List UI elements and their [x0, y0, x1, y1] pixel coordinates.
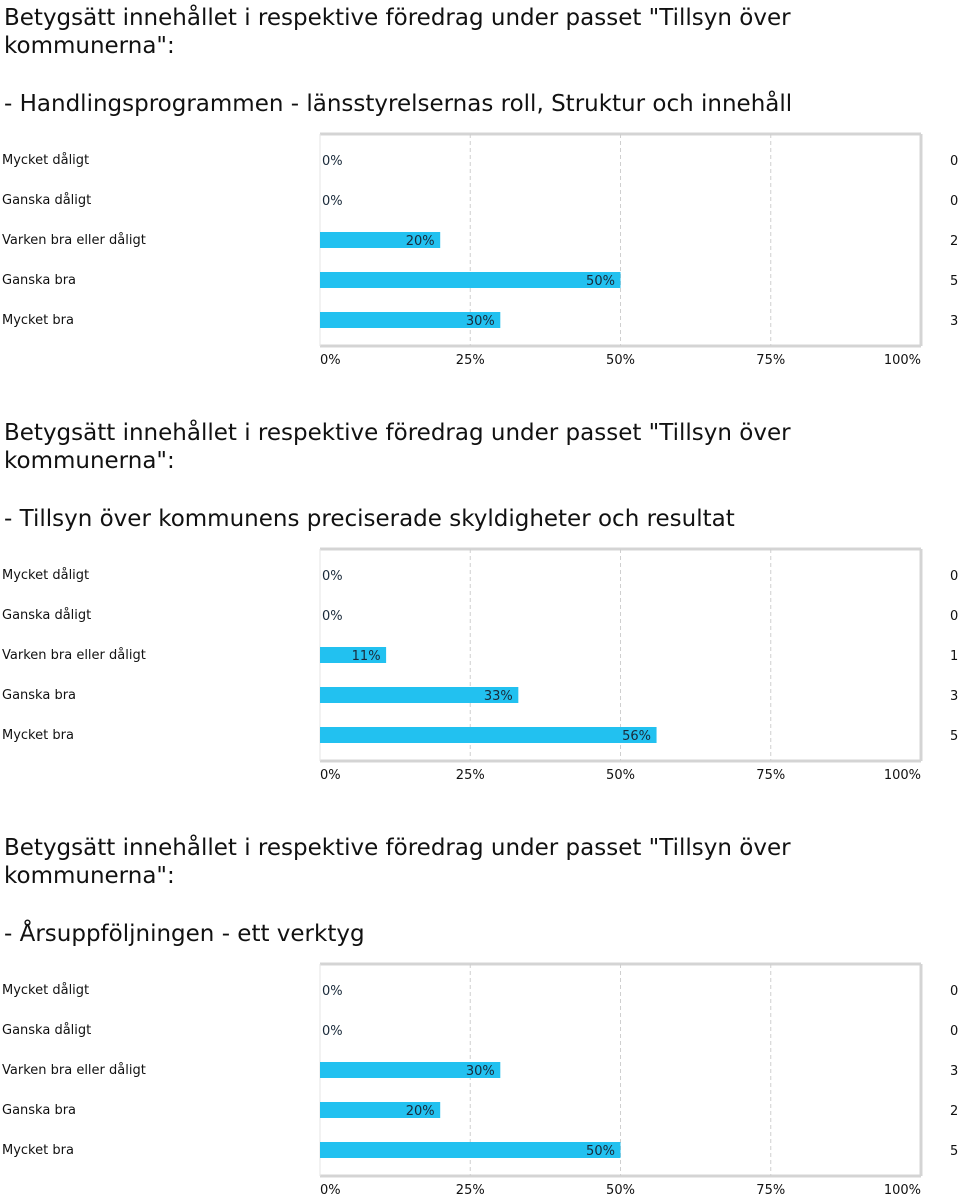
bar-value-label: 33%	[484, 689, 513, 704]
x-tick-label: 75%	[756, 1183, 785, 1198]
bar-value-label: 50%	[586, 1144, 615, 1159]
x-tick-label: 50%	[606, 1183, 635, 1198]
category-label: Mycket dåligt	[2, 983, 89, 998]
bar	[320, 1102, 441, 1118]
chart-svg: Mycket dåligt 0% 0 Ganska dåligt 0% 0 Varken b…	[2, 132, 958, 368]
x-tick-label: 75%	[756, 353, 785, 368]
section-heading: Betygsätt innehållet i respektive föredr…	[4, 420, 791, 474]
bar	[320, 312, 501, 328]
bar-value-label: 20%	[406, 1104, 435, 1119]
x-tick-label: 0%	[320, 1183, 341, 1198]
x-tick-label: 75%	[756, 768, 785, 783]
bar-value-label: 56%	[622, 729, 651, 744]
section-subtitle: - Tillsyn över kommunens preciserade sky…	[4, 506, 735, 532]
bar-value-label: 11%	[352, 649, 381, 664]
count-label: 1	[950, 649, 958, 664]
bar-value-label: 30%	[466, 314, 495, 329]
bar-chart: Mycket dåligt 0% 0 Ganska dåligt 0% 0 Varken b…	[0, 130, 960, 370]
count-label: 2	[950, 1104, 958, 1119]
section-subtitle: - Årsuppföljningen - ett verktyg	[4, 921, 365, 947]
x-tick-label: 0%	[320, 353, 341, 368]
section-heading: Betygsätt innehållet i respektive föredr…	[4, 835, 791, 889]
bar-value-label: 0%	[322, 154, 343, 169]
bar	[320, 232, 441, 248]
bar-value-label: 0%	[322, 569, 343, 584]
count-label: 0	[950, 194, 958, 209]
count-label: 3	[950, 314, 958, 329]
bar-value-label: 0%	[322, 984, 343, 999]
x-tick-label: 25%	[456, 353, 485, 368]
bar-value-label: 30%	[466, 1064, 495, 1079]
count-label: 3	[950, 689, 958, 704]
x-tick-label: 25%	[456, 768, 485, 783]
x-tick-label: 0%	[320, 768, 341, 783]
count-label: 5	[950, 274, 958, 289]
category-label: Ganska bra	[2, 273, 76, 288]
bar-value-label: 50%	[586, 274, 615, 289]
bar-chart: Mycket dåligt 0% 0 Ganska dåligt 0% 0 Varken b…	[0, 960, 960, 1200]
chart-svg: Mycket dåligt 0% 0 Ganska dåligt 0% 0 Varken b…	[2, 962, 958, 1198]
chart-svg: Mycket dåligt 0% 0 Ganska dåligt 0% 0 Varken b…	[2, 547, 958, 783]
x-tick-label: 100%	[884, 768, 921, 783]
count-label: 5	[950, 1144, 958, 1159]
survey-section-2: Betygsätt innehållet i respektive föredr…	[0, 419, 960, 799]
count-label: 0	[950, 154, 958, 169]
count-label: 0	[950, 569, 958, 584]
category-label: Mycket bra	[2, 1143, 74, 1158]
category-label: Mycket bra	[2, 728, 74, 743]
bar	[320, 272, 621, 288]
x-tick-label: 50%	[606, 353, 635, 368]
bar	[320, 687, 519, 703]
x-tick-label: 25%	[456, 1183, 485, 1198]
bar-value-label: 20%	[406, 234, 435, 249]
x-tick-label: 50%	[606, 768, 635, 783]
survey-section-1: Betygsätt innehållet i respektive föredr…	[0, 4, 960, 384]
category-label: Varken bra eller dåligt	[2, 648, 146, 663]
category-label: Ganska bra	[2, 688, 76, 703]
bar	[320, 1062, 501, 1078]
bar	[320, 1142, 621, 1158]
count-label: 5	[950, 729, 958, 744]
category-label: Ganska dåligt	[2, 608, 91, 623]
category-label: Mycket dåligt	[2, 153, 89, 168]
section-heading: Betygsätt innehållet i respektive föredr…	[4, 5, 791, 59]
category-label: Ganska dåligt	[2, 1023, 91, 1038]
bar-value-label: 0%	[322, 609, 343, 624]
bar-value-label: 0%	[322, 194, 343, 209]
bar-chart: Mycket dåligt 0% 0 Ganska dåligt 0% 0 Varken b…	[0, 545, 960, 785]
bar-value-label: 0%	[322, 1024, 343, 1039]
count-label: 0	[950, 609, 958, 624]
bar	[320, 727, 657, 743]
count-label: 0	[950, 984, 958, 999]
category-label: Mycket dåligt	[2, 568, 89, 583]
category-label: Ganska dåligt	[2, 193, 91, 208]
category-label: Mycket bra	[2, 313, 74, 328]
x-tick-label: 100%	[884, 1183, 921, 1198]
x-tick-label: 100%	[884, 353, 921, 368]
category-label: Ganska bra	[2, 1103, 76, 1118]
category-label: Varken bra eller dåligt	[2, 1063, 146, 1078]
count-label: 0	[950, 1024, 958, 1039]
section-subtitle: - Handlingsprogrammen - länsstyrelsernas…	[4, 91, 793, 117]
survey-section-3: Betygsätt innehållet i respektive föredr…	[0, 834, 960, 1198]
count-label: 3	[950, 1064, 958, 1079]
count-label: 2	[950, 234, 958, 249]
bar	[320, 647, 387, 663]
category-label: Varken bra eller dåligt	[2, 233, 146, 248]
